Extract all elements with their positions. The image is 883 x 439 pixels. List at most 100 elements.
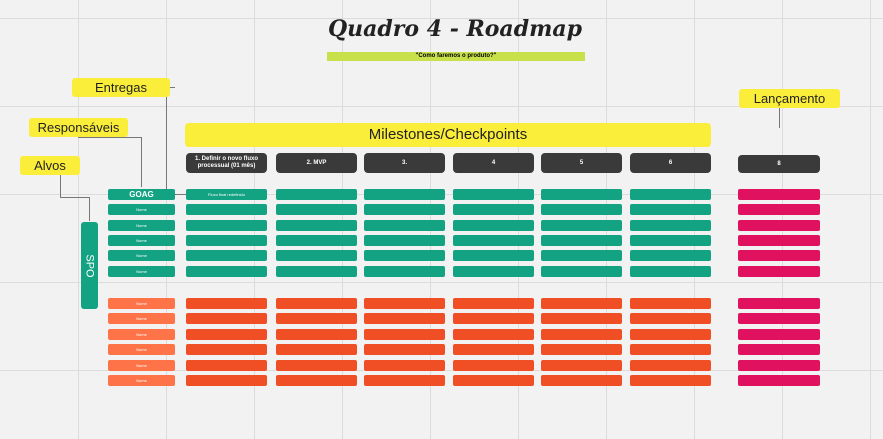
delivery-cell[interactable] — [541, 360, 622, 371]
delivery-cell[interactable] — [630, 344, 711, 355]
delivery-cell[interactable]: Fluxo final redefinido — [186, 189, 267, 200]
delivery-cell[interactable] — [186, 360, 267, 371]
delivery-cell[interactable] — [453, 360, 534, 371]
launch-cell[interactable] — [738, 250, 820, 261]
delivery-cell[interactable] — [364, 313, 445, 324]
launch-cell[interactable] — [738, 313, 820, 324]
delivery-cell[interactable] — [541, 298, 622, 309]
label-lancamento[interactable]: Lançamento — [739, 89, 840, 108]
launch-cell[interactable] — [738, 204, 820, 215]
delivery-cell[interactable] — [364, 250, 445, 261]
delivery-cell[interactable] — [541, 189, 622, 200]
delivery-cell[interactable] — [453, 204, 534, 215]
delivery-cell[interactable] — [453, 298, 534, 309]
delivery-cell[interactable] — [364, 235, 445, 246]
delivery-cell[interactable] — [186, 250, 267, 261]
responsible-item[interactable]: Nome — [108, 344, 175, 355]
delivery-cell[interactable] — [630, 204, 711, 215]
delivery-cell[interactable] — [276, 298, 357, 309]
delivery-cell[interactable] — [276, 375, 357, 386]
delivery-cell[interactable] — [364, 329, 445, 340]
delivery-cell[interactable] — [630, 329, 711, 340]
responsible-item[interactable]: Nome — [108, 220, 175, 231]
delivery-cell[interactable] — [186, 329, 267, 340]
delivery-cell[interactable] — [364, 344, 445, 355]
delivery-cell[interactable] — [276, 250, 357, 261]
launch-cell[interactable] — [738, 220, 820, 231]
label-responsaveis[interactable]: Responsáveis — [29, 118, 128, 137]
delivery-cell[interactable] — [186, 204, 267, 215]
responsible-item[interactable]: Nome — [108, 250, 175, 261]
delivery-cell[interactable] — [453, 250, 534, 261]
delivery-cell[interactable] — [186, 344, 267, 355]
delivery-cell[interactable] — [630, 360, 711, 371]
launch-cell[interactable] — [738, 329, 820, 340]
milestone-header[interactable]: 6 — [630, 153, 711, 173]
responsible-item[interactable]: Nome — [108, 360, 175, 371]
milestone-header[interactable]: 4 — [453, 153, 534, 173]
delivery-cell[interactable] — [541, 220, 622, 231]
delivery-cell[interactable] — [276, 235, 357, 246]
launch-cell[interactable] — [738, 360, 820, 371]
delivery-cell[interactable] — [364, 204, 445, 215]
launch-header[interactable]: 8 — [738, 155, 820, 173]
delivery-cell[interactable] — [276, 189, 357, 200]
responsible-item[interactable]: Nome — [108, 313, 175, 324]
delivery-cell[interactable] — [453, 313, 534, 324]
milestone-header[interactable]: 3. — [364, 153, 445, 173]
responsible-item[interactable]: GOAG — [108, 189, 175, 200]
delivery-cell[interactable] — [186, 298, 267, 309]
delivery-cell[interactable] — [541, 344, 622, 355]
delivery-cell[interactable] — [453, 189, 534, 200]
delivery-cell[interactable] — [541, 250, 622, 261]
responsible-item[interactable]: Nome — [108, 375, 175, 386]
delivery-cell[interactable] — [276, 329, 357, 340]
delivery-cell[interactable] — [453, 266, 534, 277]
launch-cell[interactable] — [738, 298, 820, 309]
delivery-cell[interactable] — [541, 375, 622, 386]
delivery-cell[interactable] — [541, 204, 622, 215]
delivery-cell[interactable] — [276, 266, 357, 277]
delivery-cell[interactable] — [186, 220, 267, 231]
delivery-cell[interactable] — [541, 329, 622, 340]
responsible-item[interactable]: Nome — [108, 204, 175, 215]
delivery-cell[interactable] — [276, 360, 357, 371]
delivery-cell[interactable] — [364, 189, 445, 200]
launch-cell[interactable] — [738, 235, 820, 246]
milestone-header[interactable]: 5 — [541, 153, 622, 173]
delivery-cell[interactable] — [276, 204, 357, 215]
delivery-cell[interactable] — [630, 235, 711, 246]
responsible-item[interactable]: Nome — [108, 235, 175, 246]
delivery-cell[interactable] — [186, 313, 267, 324]
delivery-cell[interactable] — [630, 220, 711, 231]
delivery-cell[interactable] — [541, 266, 622, 277]
responsible-item[interactable]: Nome — [108, 266, 175, 277]
delivery-cell[interactable] — [453, 344, 534, 355]
delivery-cell[interactable] — [630, 189, 711, 200]
delivery-cell[interactable] — [453, 235, 534, 246]
delivery-cell[interactable] — [276, 220, 357, 231]
delivery-cell[interactable] — [276, 313, 357, 324]
label-entregas[interactable]: Entregas — [72, 78, 170, 97]
responsible-item[interactable]: Nome — [108, 329, 175, 340]
delivery-cell[interactable] — [630, 375, 711, 386]
delivery-cell[interactable] — [453, 220, 534, 231]
milestone-header[interactable]: 1. Definir o novo fluxo processual (01 m… — [186, 153, 267, 173]
delivery-cell[interactable] — [630, 313, 711, 324]
launch-cell[interactable] — [738, 266, 820, 277]
launch-cell[interactable] — [738, 375, 820, 386]
delivery-cell[interactable] — [630, 298, 711, 309]
delivery-cell[interactable] — [541, 313, 622, 324]
delivery-cell[interactable] — [453, 375, 534, 386]
delivery-cell[interactable] — [630, 266, 711, 277]
delivery-cell[interactable] — [364, 266, 445, 277]
delivery-cell[interactable] — [276, 344, 357, 355]
delivery-cell[interactable] — [364, 220, 445, 231]
delivery-cell[interactable] — [186, 235, 267, 246]
delivery-cell[interactable] — [630, 250, 711, 261]
delivery-cell[interactable] — [364, 375, 445, 386]
delivery-cell[interactable] — [453, 329, 534, 340]
delivery-cell[interactable] — [541, 235, 622, 246]
delivery-cell[interactable] — [364, 298, 445, 309]
launch-cell[interactable] — [738, 189, 820, 200]
